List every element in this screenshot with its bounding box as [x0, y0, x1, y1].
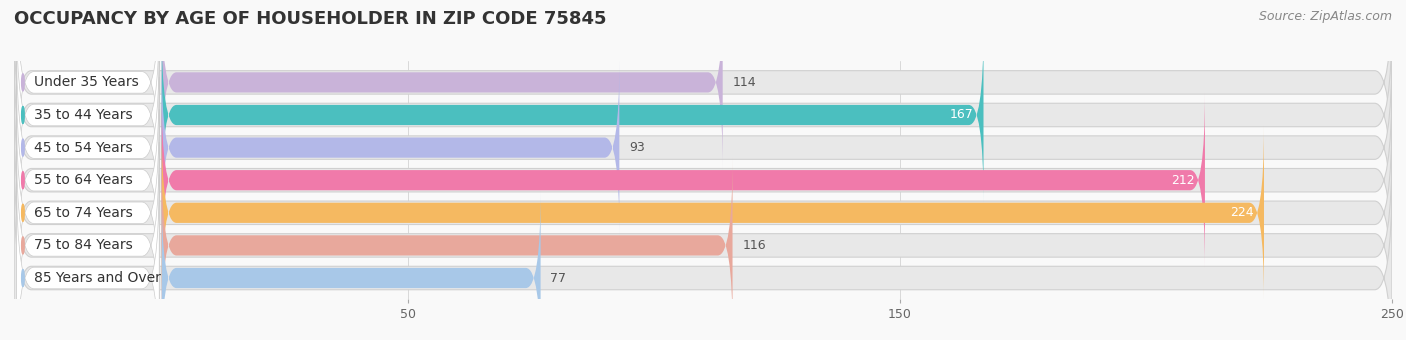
- Text: 114: 114: [733, 76, 756, 89]
- FancyBboxPatch shape: [14, 13, 1392, 217]
- Text: 55 to 64 Years: 55 to 64 Years: [34, 173, 132, 187]
- FancyBboxPatch shape: [17, 0, 159, 186]
- FancyBboxPatch shape: [162, 92, 1205, 268]
- Text: 85 Years and Over: 85 Years and Over: [34, 271, 160, 285]
- FancyBboxPatch shape: [162, 0, 723, 170]
- Circle shape: [21, 139, 24, 156]
- FancyBboxPatch shape: [14, 45, 1392, 250]
- Circle shape: [21, 74, 24, 91]
- FancyBboxPatch shape: [162, 27, 984, 203]
- FancyBboxPatch shape: [162, 158, 733, 333]
- Text: 212: 212: [1171, 174, 1195, 187]
- Circle shape: [21, 106, 24, 123]
- Text: 93: 93: [630, 141, 645, 154]
- Text: Under 35 Years: Under 35 Years: [34, 75, 139, 89]
- FancyBboxPatch shape: [17, 142, 159, 340]
- Text: 116: 116: [742, 239, 766, 252]
- FancyBboxPatch shape: [14, 176, 1392, 340]
- Circle shape: [21, 204, 24, 221]
- FancyBboxPatch shape: [162, 190, 540, 340]
- Circle shape: [21, 237, 24, 254]
- Text: OCCUPANCY BY AGE OF HOUSEHOLDER IN ZIP CODE 75845: OCCUPANCY BY AGE OF HOUSEHOLDER IN ZIP C…: [14, 10, 606, 28]
- FancyBboxPatch shape: [14, 78, 1392, 283]
- FancyBboxPatch shape: [17, 175, 159, 340]
- Text: 65 to 74 Years: 65 to 74 Years: [34, 206, 132, 220]
- Text: 45 to 54 Years: 45 to 54 Years: [34, 141, 132, 155]
- FancyBboxPatch shape: [14, 110, 1392, 315]
- Circle shape: [21, 270, 24, 287]
- FancyBboxPatch shape: [17, 44, 159, 251]
- Text: Source: ZipAtlas.com: Source: ZipAtlas.com: [1258, 10, 1392, 23]
- FancyBboxPatch shape: [162, 125, 1264, 301]
- Text: 75 to 84 Years: 75 to 84 Years: [34, 238, 132, 252]
- FancyBboxPatch shape: [17, 12, 159, 218]
- FancyBboxPatch shape: [14, 143, 1392, 340]
- Text: 224: 224: [1230, 206, 1254, 219]
- FancyBboxPatch shape: [17, 109, 159, 316]
- Text: 77: 77: [551, 272, 567, 285]
- FancyBboxPatch shape: [17, 77, 159, 284]
- Text: 167: 167: [950, 108, 973, 121]
- Text: 35 to 44 Years: 35 to 44 Years: [34, 108, 132, 122]
- FancyBboxPatch shape: [14, 0, 1392, 185]
- FancyBboxPatch shape: [162, 60, 620, 235]
- Circle shape: [21, 172, 24, 189]
